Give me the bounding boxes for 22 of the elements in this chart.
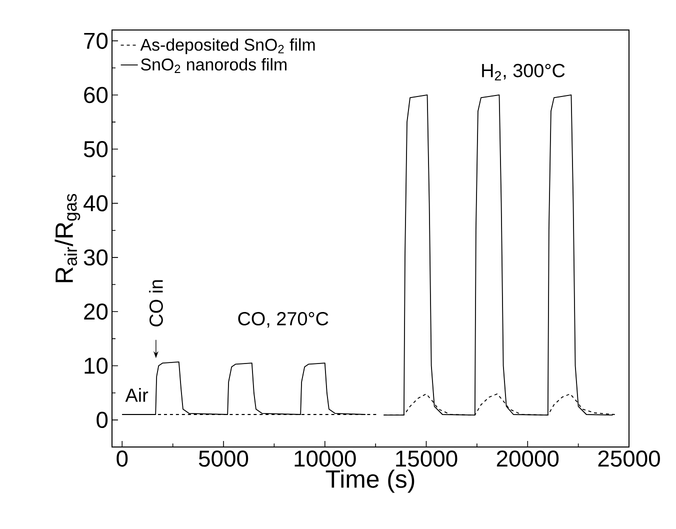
x-tick-label: 15000 [396, 450, 458, 467]
annotation: Air [125, 388, 148, 402]
x-tick-label: 5000 [198, 450, 248, 467]
annotation: CO in [148, 280, 163, 326]
y-tick-label: 50 [84, 141, 108, 158]
y-tick-label: 70 [84, 32, 108, 49]
x-tick-label: 0 [116, 450, 128, 467]
x-tick-label: 25000 [598, 450, 660, 467]
y-tick-label: 60 [84, 86, 108, 104]
x-tick-label: 20000 [496, 450, 559, 467]
legend-label: As-deposited SnO$_{2}$ film [140, 38, 315, 54]
y-tick-label: 20 [84, 304, 108, 320]
y-tick-label: 40 [84, 195, 108, 212]
y-tick-label: 10 [84, 358, 108, 374]
x-axis-title: Time (s) [326, 470, 414, 493]
y-tick-label: 30 [84, 249, 108, 266]
y-axis-title: R$_{air}$/R$_{gas}$ [54, 194, 80, 282]
legend-label: SnO$_{2}$ nanorods film [141, 58, 286, 73]
annotation: CO, 270°C [238, 312, 328, 328]
x-tick-label: 10000 [294, 450, 356, 467]
y-tick-label: 0 [96, 412, 108, 428]
annotation: H$_{2}$, 300°C [482, 64, 565, 80]
